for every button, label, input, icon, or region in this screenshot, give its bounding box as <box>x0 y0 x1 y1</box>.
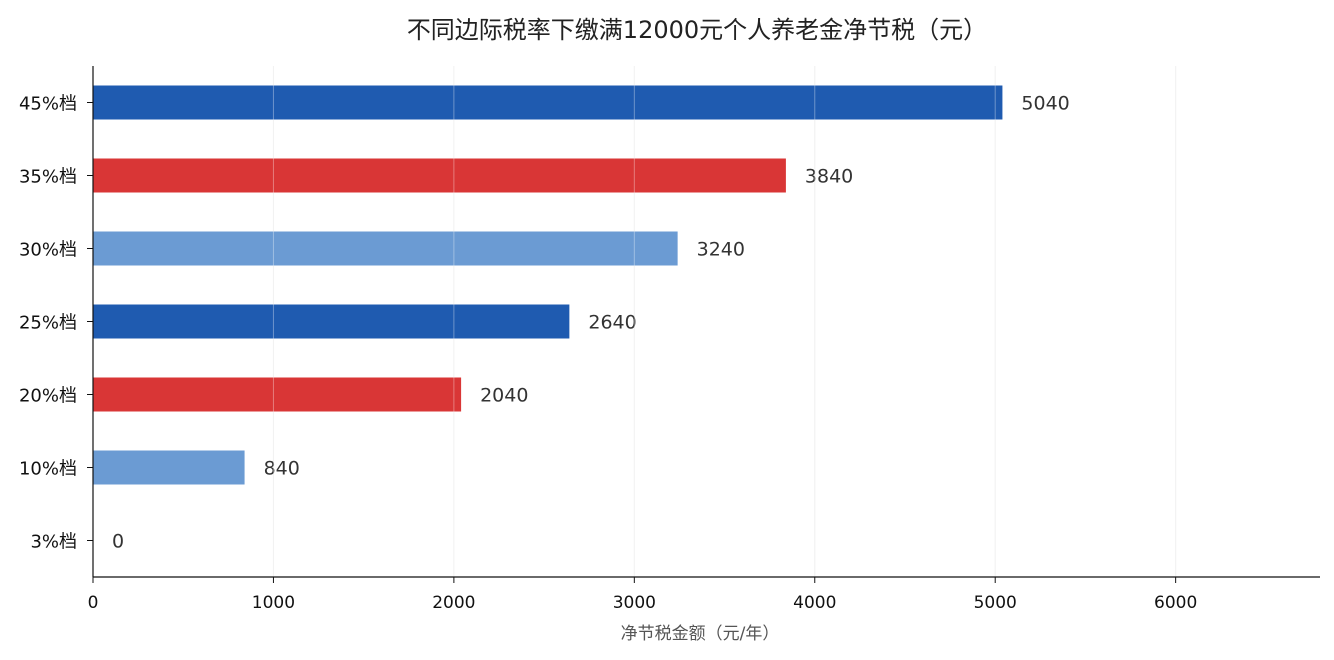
x-tick-label: 0 <box>88 593 99 613</box>
value-label: 2040 <box>480 385 528 407</box>
bar <box>93 304 570 339</box>
y-tick-label: 30%档 <box>19 240 77 261</box>
value-label: 3840 <box>805 166 853 188</box>
bar <box>93 450 245 485</box>
value-label: 3240 <box>697 239 745 261</box>
bar <box>93 158 786 193</box>
y-tick-label: 20%档 <box>19 386 77 407</box>
value-label: 5040 <box>1021 93 1069 115</box>
x-tick-label: 1000 <box>252 593 295 613</box>
x-tick-label: 5000 <box>974 593 1017 613</box>
y-tick-label: 25%档 <box>19 313 77 334</box>
x-tick-label: 4000 <box>793 593 836 613</box>
value-label: 0 <box>112 531 124 553</box>
y-tick-label: 45%档 <box>19 94 77 115</box>
y-tick-label: 3%档 <box>30 532 77 553</box>
x-tick-label: 6000 <box>1154 593 1197 613</box>
bar <box>93 377 462 412</box>
bar <box>93 85 1003 120</box>
value-label: 2640 <box>588 312 636 334</box>
chart-title: 不同边际税率下缴满12000元个人养老金净节税（元） <box>407 16 987 44</box>
bar <box>93 231 678 266</box>
y-tick-label: 35%档 <box>19 167 77 188</box>
x-axis-title: 净节税金额（元/年） <box>621 624 780 644</box>
y-tick-label: 10%档 <box>19 459 77 480</box>
axes: 3%档 10%档 20%档 25%档 30%档 35%档 45%档 0 1000 2000 3000… <box>19 66 1320 613</box>
bars: 0 840 2040 2640 3240 3840 5040 <box>93 66 1177 577</box>
x-tick-label: 3000 <box>613 593 656 613</box>
x-tick-label: 2000 <box>432 593 475 613</box>
value-label: 840 <box>264 458 300 480</box>
